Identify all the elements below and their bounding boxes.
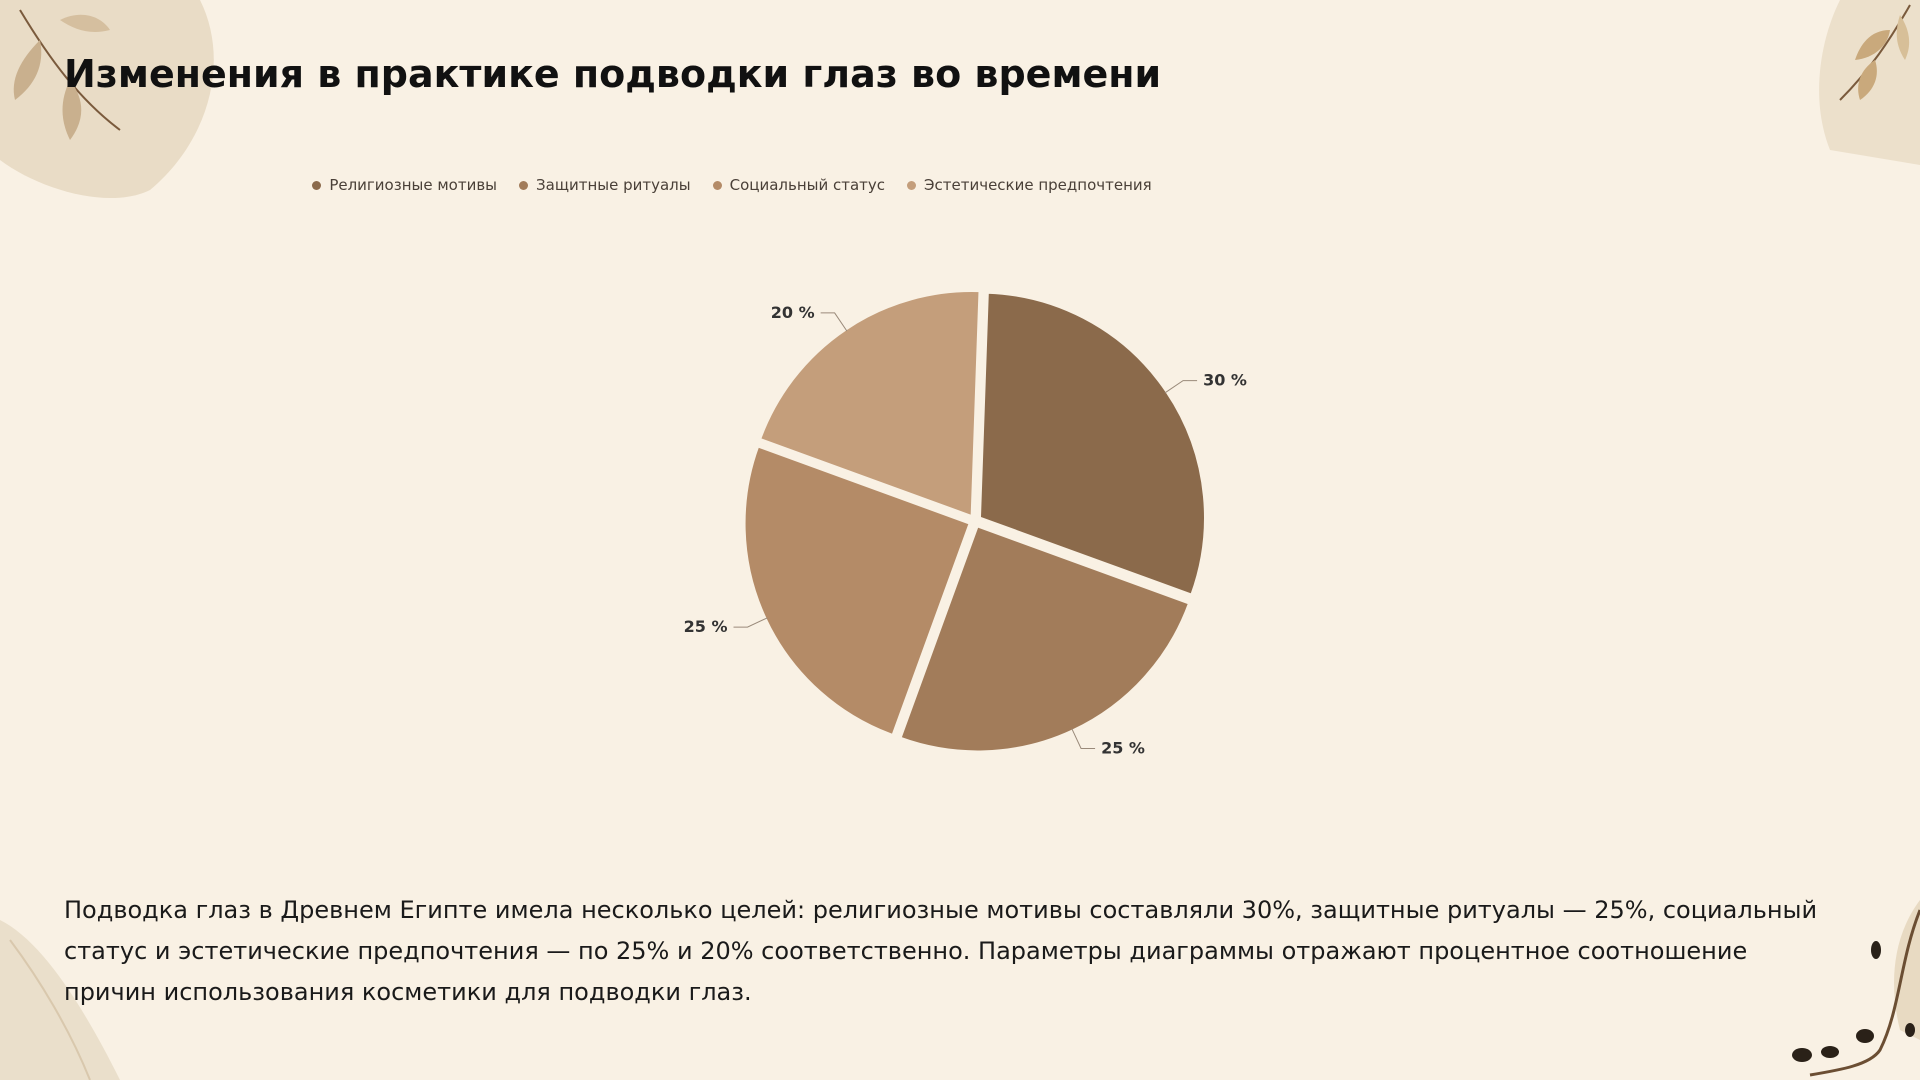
leader-line	[820, 312, 848, 332]
legend-swatch	[712, 180, 722, 190]
leader-line	[1164, 380, 1198, 394]
legend-swatch	[519, 180, 529, 190]
legend-item: Социальный статус	[712, 176, 886, 194]
legend-label: Эстетические предпочтения	[924, 176, 1152, 194]
berry-branch-icon	[1792, 900, 1920, 1077]
legend-label: Религиозные мотивы	[329, 176, 498, 194]
leaf-shape-icon	[0, 920, 120, 1080]
leader-line	[733, 617, 768, 628]
data-label: 20 %	[771, 303, 815, 322]
legend-label: Социальный статус	[729, 176, 886, 194]
data-label: 25 %	[684, 617, 728, 636]
leader-line	[1071, 728, 1096, 749]
data-label: 30 %	[1203, 371, 1247, 390]
chart-legend: Религиозные мотивы Защитные ритуалы Социал…	[0, 176, 1464, 194]
legend-item: Защитные ритуалы	[519, 176, 691, 194]
leaf-branch-icon	[1819, 0, 1920, 165]
description-text: Подводка глаз в Древнем Египте имела нес…	[64, 896, 1818, 1006]
legend-swatch	[312, 180, 322, 190]
legend-item: Эстетические предпочтения	[907, 176, 1152, 194]
page-title: Изменения в практике подводки глаз во вр…	[64, 52, 1162, 96]
legend-item: Религиозные мотивы	[312, 176, 497, 194]
legend-swatch	[907, 180, 917, 190]
data-label: 25 %	[1101, 738, 1145, 757]
legend-label: Защитные ритуалы	[536, 176, 691, 194]
pie-chart: 30 % 25 % 25 % 20 %	[684, 290, 1247, 757]
leaf-branch-icon	[0, 0, 214, 199]
